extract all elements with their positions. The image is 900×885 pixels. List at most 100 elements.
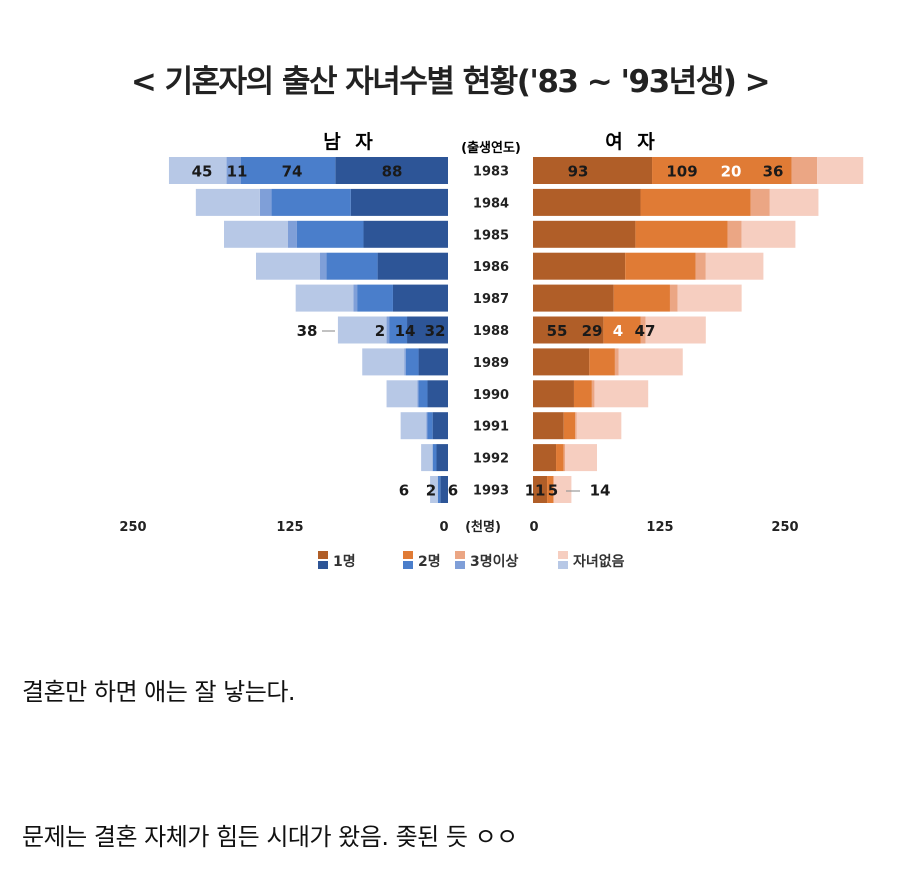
data-label: 55 [547, 322, 568, 340]
data-label: 29 [582, 322, 603, 340]
male-bar-1985-3 [288, 220, 297, 248]
male-bar-1991-2 [427, 412, 433, 440]
male-bar-1990-4 [386, 380, 418, 408]
data-label: 5 [548, 482, 558, 500]
data-label: 109 [666, 163, 697, 181]
male-bar-1992-1 [436, 444, 448, 472]
male-bar-1989-1 [418, 348, 448, 376]
male-bar-1983-2 [240, 157, 336, 184]
female-bar-1986-2 [625, 252, 696, 280]
male-bar-1990-3 [417, 380, 419, 408]
male-bar-1983-3 [226, 157, 241, 184]
female-bar-1989-2 [589, 348, 615, 376]
legend-label: 1명 [333, 553, 356, 570]
female-bar-1992-4 [565, 444, 597, 472]
x-tick-label-right: 0 [529, 520, 538, 535]
male-bar-1989-3 [404, 348, 406, 376]
legend-swatch-male [403, 561, 413, 569]
data-label: 14 [395, 322, 416, 340]
male-bar-1985-1 [363, 220, 448, 248]
legend-swatch-female [318, 551, 328, 559]
year-label: 1987 [473, 292, 509, 307]
female-bar-1984-1 [533, 188, 641, 216]
x-tick-label-right: 250 [771, 520, 798, 535]
year-label: 1989 [473, 356, 509, 371]
year-label: 1993 [473, 484, 509, 499]
legend-swatch-female [455, 551, 465, 559]
legend-swatch-female [403, 551, 413, 559]
female-bar-1993-4 [553, 476, 572, 503]
year-label: 1990 [473, 388, 509, 403]
female-bar-1988-1 [533, 316, 604, 344]
unit-label: (천명) [465, 519, 501, 535]
female-bar-1986-1 [533, 252, 626, 280]
male-bar-1992-2 [432, 444, 437, 472]
male-bar-1992-4 [421, 444, 433, 472]
data-label: 93 [568, 163, 589, 181]
female-bar-1984-4 [769, 188, 819, 216]
data-label: 32 [425, 322, 446, 340]
male-bar-1988-3 [386, 316, 390, 344]
year-label: 1983 [473, 165, 509, 180]
male-bar-1984-3 [259, 188, 272, 216]
female-panel-label: 여 자 [605, 131, 659, 153]
female-bar-1991-2 [563, 412, 576, 440]
female-bar-1987-4 [677, 284, 742, 312]
data-label: 74 [282, 163, 303, 181]
female-bar-1986-3 [695, 252, 706, 280]
female-bar-1985-3 [727, 220, 742, 248]
legend-label: 자녀없음 [573, 553, 625, 570]
year-label: 1992 [473, 452, 509, 467]
male-bar-1986-2 [326, 252, 378, 280]
data-label: 11 [525, 482, 546, 500]
female-bar-1992-2 [556, 444, 564, 472]
male-panel-label: 남 자 [323, 131, 377, 153]
bars-group [168, 157, 864, 503]
data-label: 47 [635, 322, 656, 340]
male-bar-1987-3 [353, 284, 358, 312]
male-bar-1986-3 [320, 252, 327, 280]
male-bar-1983-4 [168, 157, 227, 184]
male-bar-1988-1 [407, 316, 448, 344]
male-bar-1989-4 [362, 348, 405, 376]
female-bar-1989-4 [618, 348, 683, 376]
x-tick-label-left: 250 [119, 520, 146, 535]
data-label: 4 [613, 322, 623, 340]
male-bar-1991-1 [432, 412, 448, 440]
data-label: 88 [382, 163, 403, 181]
data-label: 20 [721, 163, 742, 181]
data-label: 6 [399, 482, 409, 500]
female-bar-1988-4 [645, 316, 706, 344]
legend-swatch-female [558, 551, 568, 559]
female-bar-1984-2 [640, 188, 751, 216]
x-axis-group: 250 125 0 (천명) 0 125 250 [119, 519, 798, 535]
year-label: 1988 [473, 324, 509, 339]
male-bar-1993-4 [430, 476, 438, 503]
female-bar-1987-3 [669, 284, 678, 312]
female-bar-1985-1 [533, 220, 636, 248]
male-bar-1988-4 [337, 316, 387, 344]
male-bar-1989-2 [405, 348, 419, 376]
legend-swatch-male [318, 561, 328, 569]
data-label: 11 [227, 163, 248, 181]
female-bar-1985-4 [741, 220, 796, 248]
female-bar-1983-4 [817, 157, 864, 184]
female-bar-1992-1 [533, 444, 557, 472]
male-bar-1983-1 [335, 157, 448, 184]
female-bar-1990-4 [594, 380, 649, 408]
male-bar-1986-4 [256, 252, 320, 280]
year-label: 1986 [473, 260, 509, 275]
male-bar-1988-2 [389, 316, 408, 344]
data-label: 2 [426, 482, 436, 500]
male-bar-1986-1 [377, 252, 448, 280]
male-bar-1990-2 [418, 380, 428, 408]
male-bar-1993-1 [440, 476, 448, 503]
female-bar-1990-1 [533, 380, 574, 408]
population-pyramid-chart: 남 자 (출생연도) 여 자 1983198419851986198719881… [119, 131, 864, 570]
legend-swatch-male [558, 561, 568, 569]
male-bar-1991-3 [426, 412, 428, 440]
female-bar-1990-2 [573, 380, 592, 408]
female-bar-1993-2 [547, 476, 554, 503]
female-bar-1991-3 [575, 412, 577, 440]
female-bar-1988-2 [603, 316, 641, 344]
